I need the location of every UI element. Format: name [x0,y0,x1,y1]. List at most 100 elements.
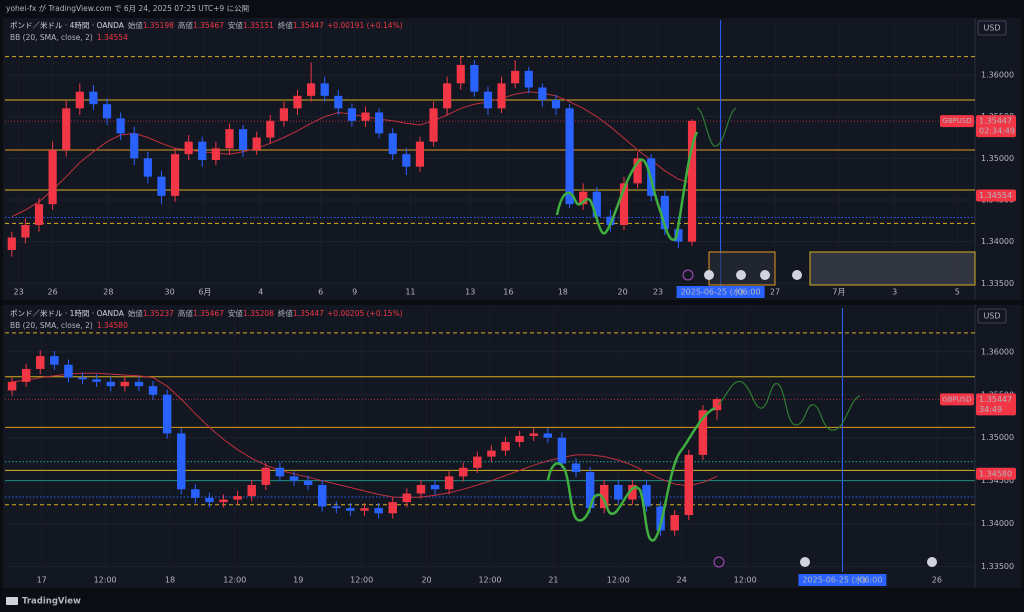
ohlc-label: 終値 [278,20,293,30]
x-tick-label: 28 [103,288,113,297]
candle-body [198,141,207,160]
x-tick-label: 16 [503,288,513,297]
symbol-badge-text: GBPUSD [942,117,971,125]
ohlc-label: 終値 [278,308,293,318]
candle-body [483,91,493,109]
y-tick-label: 1.36000 [981,71,1014,80]
crosshair-date: 2025-06-25 (水) [681,287,744,297]
candle-body [443,83,452,109]
candle-body [170,154,180,196]
x-tick-label: 11 [405,288,415,297]
candle-body [375,112,384,134]
x-tick-label: 12:00 [607,576,630,585]
ohlc-value: 1.35467 [193,21,224,30]
candle-body [416,484,426,494]
y-tick-label: 1.33500 [981,562,1014,571]
candle-body [529,433,538,436]
x-tick-label: 23 [14,288,24,297]
symbol-title: ポンド／米ドル · 1時間 · OANDA [10,308,125,318]
candle-body [660,195,669,230]
candle-body [332,506,341,509]
x-tick-label: 18 [558,288,568,297]
candle-body [307,83,316,96]
candle-body [289,476,299,481]
candle-body [361,112,370,121]
candle-body [62,108,71,150]
x-tick-label: 7月 [832,288,845,297]
y-tick-label: 1.34000 [981,519,1014,528]
candle-body [698,410,708,455]
candle-body [247,484,256,497]
drawings [546,107,976,568]
candle-body [266,120,275,138]
candle-body [320,83,329,96]
candle-body [106,381,115,387]
currency-box [977,20,1007,36]
x-tick-label: 20 [618,288,628,297]
symbol-badge-text: GBPUSD [942,395,971,403]
candle-body [279,108,288,121]
symbol-badge [940,115,974,128]
candle-body [238,129,248,150]
candle-body [415,141,425,167]
candle-body [78,377,87,380]
ohlc-value: 1.35198 [143,21,174,30]
candle-body [36,356,45,369]
candle-body [116,118,125,134]
candle-body [7,381,17,391]
candle-body [473,456,482,468]
candle-body [599,484,609,509]
x-tick-label: 21 [548,576,558,585]
y-tick-label: 1.33500 [981,279,1014,288]
x-tick-label: 17 [37,576,47,585]
range-box [809,251,976,286]
candle-body [191,489,200,498]
legend-title: ポンド／米ドル · 1時間 · OANDA 始値1.35237 高値1.35467 安… [10,308,403,318]
hand-drawn-path [555,131,699,241]
x-tick-label: 12:00 [94,576,117,585]
ohlc-label: 始値 [128,308,143,318]
last-price-badge [976,393,1016,416]
indicator-value: 1.34554 [97,33,128,42]
symbol-title: ポンド／米ドル · 4時間 · OANDA [10,20,125,30]
indicator-name: BB (20, SMA, close, 2) [10,321,93,330]
indicator-badge-text: 1.34554 [979,191,1012,200]
candle-body [347,108,356,121]
candle-body [7,237,16,250]
x-tick-label: 23 [653,288,663,297]
candle-body [628,484,637,500]
candle-body [134,381,144,387]
candle-body [120,381,130,387]
x-tick-label: 30 [165,288,175,297]
x-tick-label: 20 [421,576,431,585]
ohlc-label: 高値 [178,308,193,318]
event-icon [800,557,810,567]
candle-body [92,379,101,382]
candle-body [444,476,454,490]
candle-body [34,204,44,225]
candle-body [21,225,30,238]
ohlc-value: 1.35447 [293,309,324,318]
panel-1h [3,305,1021,588]
candle-body [360,508,369,511]
x-tick-label: 6 [318,288,323,297]
candle-body [497,83,506,109]
indicator-badge [976,189,1016,202]
candle-body [642,484,651,507]
change: +0.00191 (+0.14%) [327,21,403,30]
candle-body [48,150,57,205]
candle-body [205,497,214,503]
candle-body [487,450,496,457]
indicator-badge-text: 1.34580 [979,469,1012,478]
candle-body [674,229,683,242]
x-tick-label: 12:00 [478,576,501,585]
candle-body [275,467,285,477]
candle-body [687,120,697,242]
candle-body [524,70,533,88]
x-tick-label: 6月 [198,288,211,297]
candle-body [712,399,722,411]
y-tick-label: 1.35000 [981,433,1014,442]
candle-body [551,100,561,109]
event-icon [927,557,937,567]
candle-body [293,95,302,109]
